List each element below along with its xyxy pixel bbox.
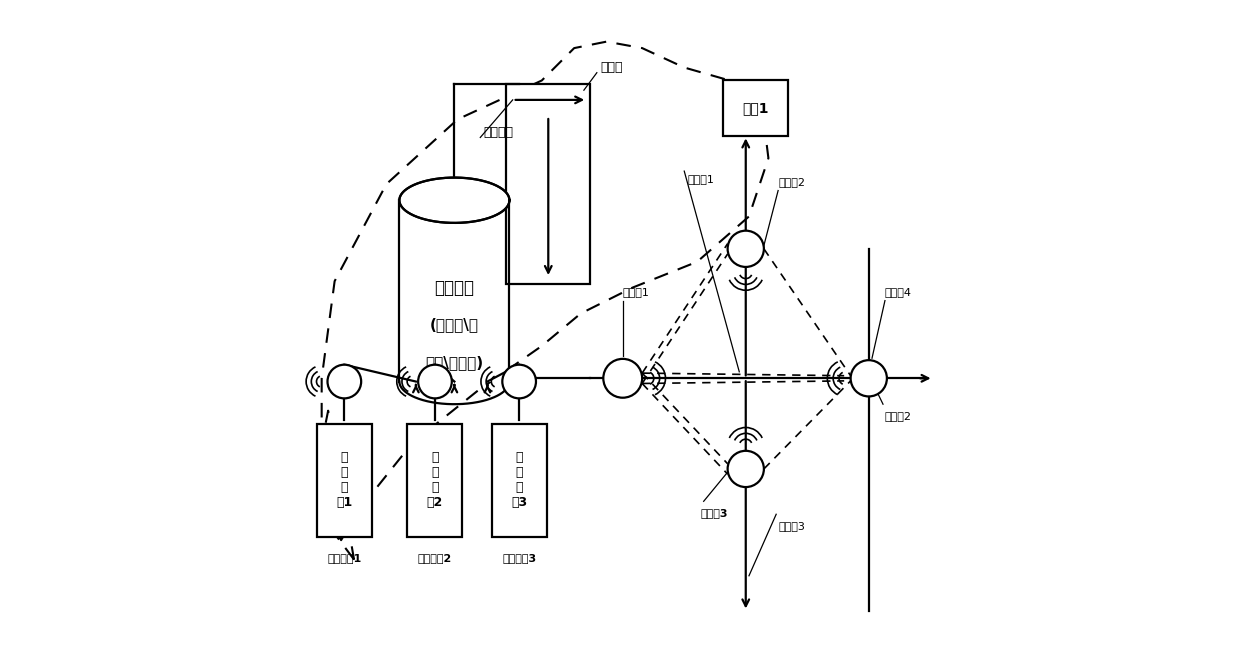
Text: 流量计3: 流量计3: [700, 508, 729, 518]
Text: 用户1: 用户1: [742, 101, 768, 115]
Circle shape: [502, 364, 536, 398]
Bar: [317, 424, 372, 537]
Text: 流量计1: 流量计1: [623, 287, 649, 297]
Text: 配料计量1: 配料计量1: [327, 553, 362, 563]
Text: 分管网3: 分管网3: [778, 520, 805, 531]
Text: 配料计量2: 配料计量2: [418, 553, 452, 563]
Bar: [492, 424, 546, 537]
Bar: [724, 80, 788, 136]
Text: 配料计量3: 配料计量3: [502, 553, 536, 563]
Circle shape: [418, 364, 452, 398]
Polygon shape: [399, 178, 509, 223]
Text: 产生介质: 产生介质: [483, 126, 513, 139]
Text: 配
料
设
备2: 配 料 设 备2: [427, 451, 444, 509]
Text: (如锅炉\煤: (如锅炉\煤: [430, 317, 479, 332]
Text: 流量计2: 流量计2: [778, 178, 805, 187]
Circle shape: [727, 231, 764, 267]
Bar: [408, 424, 462, 537]
Text: 分管网2: 分管网2: [885, 411, 912, 421]
Circle shape: [603, 359, 642, 398]
Bar: [507, 84, 590, 285]
Circle shape: [727, 451, 764, 487]
Text: 工业装置: 工业装置: [435, 279, 475, 297]
Text: 分管网1: 分管网1: [688, 174, 715, 184]
Text: 配
料
设
备3: 配 料 设 备3: [510, 451, 528, 509]
Text: 配
料
设
备1: 配 料 设 备1: [336, 451, 352, 509]
Circle shape: [327, 364, 362, 398]
Text: 主管网: 主管网: [600, 61, 622, 74]
Text: 流量计4: 流量计4: [885, 287, 912, 297]
Bar: [399, 200, 509, 381]
Circle shape: [851, 360, 887, 396]
Text: 气炉\反应釜): 气炉\反应釜): [425, 356, 483, 371]
